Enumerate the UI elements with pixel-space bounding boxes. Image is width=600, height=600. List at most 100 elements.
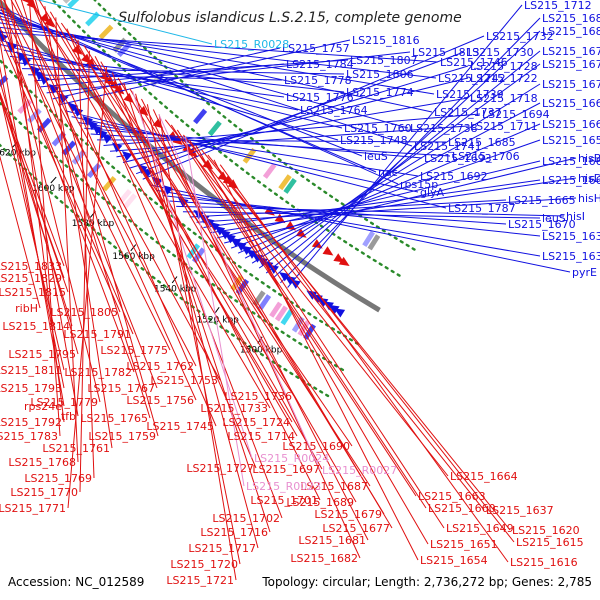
forward-gene-label: LS215_1694: [482, 108, 550, 121]
leader-line: [79, 50, 90, 493]
gc-block: [86, 162, 102, 179]
forward-gene-label: glyA: [420, 186, 445, 199]
leader-line: [34, 59, 349, 82]
leader-line: [40, 63, 285, 88]
leader-line: [132, 90, 253, 459]
gc-block: [102, 175, 117, 192]
forward-gene-label: LS215_1693: [424, 152, 492, 165]
gc-block: [269, 301, 283, 318]
forward-gene: [334, 308, 346, 318]
reverse-gene-label: LS215_1637: [486, 504, 554, 517]
reverse-gene-label: LS215_1753: [150, 374, 218, 387]
gc-block: [62, 0, 78, 4]
forward-gene-label: LS215_1680: [542, 25, 600, 38]
leader-line: [244, 102, 541, 259]
reverse-gene: [322, 246, 334, 256]
leader-line: [49, 11, 298, 437]
forward-gene-label: hisH: [578, 192, 600, 205]
reverse-gene-label: LS215_1616: [510, 556, 578, 569]
leader-line: [4, 0, 79, 417]
reverse-gene-label: LS215_1677: [322, 522, 390, 535]
forward-gene-label: LS215_1732: [486, 30, 554, 43]
leader-line: [20, 0, 151, 419]
forward-gene-label: rps15p: [400, 178, 438, 191]
gc-block: [98, 24, 114, 40]
leader-line: [287, 4, 523, 288]
forward-gene: [121, 151, 133, 161]
reverse-gene-label: LS215_1702: [212, 512, 280, 525]
reverse-gene-label: LS215_1697: [252, 463, 320, 476]
reverse-gene-label: LS215_1762: [126, 360, 194, 373]
leader-line: [169, 200, 507, 225]
forward-gene-label: LS215_1674: [542, 58, 600, 71]
leader-line: [280, 17, 541, 284]
forward-gene-label: LS215_1685: [448, 136, 516, 149]
forward-gene-label: nac: [378, 166, 398, 179]
reverse-gene: [44, 17, 55, 28]
leader-line: [176, 129, 427, 509]
leader-line: [0, 11, 363, 157]
reverse-gene-label: LS215_1720: [170, 558, 238, 571]
reverse-gene-label: LS215_1649: [446, 522, 514, 535]
gc-block: [61, 140, 77, 156]
reverse-gene: [71, 44, 83, 55]
reverse-gene-label: LS215_1756: [126, 394, 194, 407]
leader-line: [195, 144, 429, 545]
gc-block: [207, 120, 222, 137]
reverse-gene-label: LS215_1765: [80, 412, 148, 425]
forward-gene-label: LS215_1692: [420, 170, 488, 183]
gc-block: [262, 163, 277, 179]
leader-line: [224, 157, 577, 244]
leader-line: [0, 92, 65, 371]
leader-line: [230, 139, 541, 249]
leader-line: [30, 0, 271, 409]
leader-line: [117, 77, 385, 515]
tick-label: 1540 kbp: [154, 284, 197, 294]
gc-block: [85, 11, 100, 27]
forward-gene-label: LS215_1722: [470, 72, 538, 85]
reverse-gene-label: LS215_1615: [516, 536, 584, 549]
forward-gene-label: LS215_1711: [470, 120, 538, 133]
tick-label: 1500 kbp: [240, 345, 283, 355]
leader-line: [185, 136, 245, 487]
forward-gene: [219, 229, 231, 240]
forward-gene-label: LS215_1712: [524, 0, 592, 12]
tick-mark: [89, 211, 96, 218]
leader-line: [237, 123, 541, 254]
leader-line: [135, 51, 465, 175]
reverse-gene-label: LS215_1779: [30, 396, 98, 409]
forward-gene-label: LS215_1741: [414, 140, 482, 153]
gc-block: [297, 320, 311, 337]
forward-gene-label: LS215_1678: [542, 45, 600, 58]
reverse-gene: [311, 239, 323, 249]
reverse-gene-label: LS215_1767: [87, 382, 155, 395]
leader-line: [122, 77, 469, 164]
gc-block: [258, 294, 272, 311]
forward-gene-label: LS215_1778: [284, 74, 352, 87]
reverse-gene-label: LS215_1733: [200, 402, 268, 415]
leader-line: [0, 6, 399, 185]
forward-gene-label: leuS: [542, 212, 566, 225]
reverse-gene-label: LS215_1654: [420, 554, 488, 567]
leader-line: [189, 139, 445, 529]
forward-gene-label: LS215_1760: [344, 122, 412, 135]
reverse-gene: [338, 256, 350, 266]
leader-line: [3, 0, 197, 367]
genome-backbone: [0, 0, 381, 313]
gc-block: [122, 193, 137, 209]
forward-gene-label: LS215_1757: [282, 42, 350, 55]
reverse-gene-label: LS215_1716: [200, 526, 268, 539]
leader-line: [111, 72, 283, 519]
reverse-gene-label: LS215_1811: [0, 364, 62, 377]
forward-gene-label: LS215_1665: [508, 194, 576, 207]
leader-line: [0, 39, 339, 141]
forward-gene-label: LS215_1666: [542, 174, 600, 187]
gc-block: [191, 247, 206, 264]
leader-line: [265, 50, 541, 274]
leader-line: [0, 39, 65, 407]
reverse-gene-label: LS215_1660: [428, 502, 496, 515]
leader-line: [0, 155, 41, 309]
leader-line: [0, 14, 135, 373]
leader-line: [176, 205, 565, 217]
